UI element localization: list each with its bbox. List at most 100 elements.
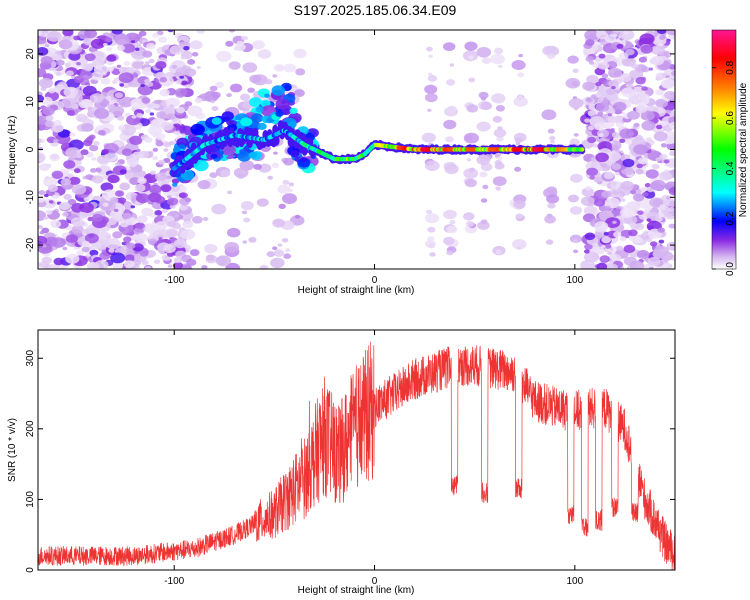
noise-blob (596, 262, 608, 269)
noise-blob (249, 74, 262, 84)
noise-blob (427, 75, 438, 82)
noise-blob (428, 54, 433, 58)
noise-blob (585, 186, 592, 191)
noise-blob (586, 74, 599, 84)
ridge-blob (289, 107, 298, 114)
noise-blob (102, 202, 109, 207)
noise-blob (211, 106, 219, 111)
noise-blob (655, 157, 662, 162)
noise-blob (146, 42, 156, 50)
noise-blob (670, 70, 675, 77)
noise-blob (65, 253, 80, 264)
noise-blob (160, 184, 172, 193)
noise-blob (153, 259, 161, 265)
noise-blob (119, 83, 124, 87)
noise-blob (573, 107, 579, 111)
noise-blob (209, 85, 218, 92)
noise-blob (284, 248, 291, 253)
noise-blob (152, 32, 160, 38)
noise-blob (174, 214, 179, 218)
noise-blob (68, 52, 81, 61)
noise-blob (252, 40, 265, 50)
noise-blob (197, 180, 211, 190)
noise-blob (655, 89, 664, 96)
noise-blob (93, 141, 100, 146)
noise-blob (143, 173, 158, 184)
noise-blob (567, 55, 579, 64)
colorbar-tick-label: 0.4 (725, 161, 736, 175)
noise-blob (122, 212, 132, 220)
noise-blob (84, 30, 98, 39)
spectrogram-ridge-layer (169, 82, 586, 187)
noise-blob (119, 182, 131, 191)
noise-blob (272, 74, 278, 78)
noise-blob (228, 61, 241, 70)
noise-blob (45, 120, 55, 128)
noise-blob (91, 157, 97, 161)
noise-blob (267, 175, 274, 180)
noise-blob (655, 72, 666, 80)
noise-blob (593, 176, 603, 183)
ridge-blob (172, 182, 178, 187)
noise-blob (651, 163, 660, 170)
figure-title: S197.2025.185.06.34.E09 (294, 2, 457, 18)
noise-blob (611, 144, 620, 151)
noise-blob (65, 70, 74, 76)
noise-blob (427, 243, 436, 249)
noise-blob (492, 116, 503, 123)
noise-blob (424, 84, 438, 95)
noise-blob (666, 136, 675, 144)
noise-blob (96, 231, 112, 243)
noise-blob (79, 202, 94, 213)
noise-blob (127, 157, 139, 167)
noise-blob (601, 236, 612, 244)
noise-blob (613, 231, 622, 238)
noise-blob (620, 180, 634, 191)
noise-blob (644, 205, 653, 212)
noise-blob (619, 30, 635, 41)
noise-blob (155, 61, 167, 70)
noise-blob (145, 108, 152, 114)
noise-blob (89, 93, 104, 104)
noise-blob (110, 197, 119, 203)
ridge-blob (300, 157, 307, 163)
noise-blob (611, 132, 620, 138)
noise-blob (130, 98, 145, 109)
ridge-blob (257, 122, 267, 130)
ridge-blob (210, 153, 218, 159)
noise-blob (601, 99, 611, 107)
noise-blob (155, 100, 161, 104)
noise-blob (76, 250, 84, 256)
noise-blob (606, 88, 616, 95)
noise-blob (43, 176, 58, 188)
noise-blob (171, 64, 178, 69)
spectrogram-y-label: Frequency (Hz) (7, 116, 18, 185)
noise-blob (45, 209, 53, 215)
noise-blob (38, 142, 41, 147)
noise-blob (266, 251, 275, 258)
noise-blob (464, 178, 477, 188)
noise-blob (159, 76, 168, 83)
noise-blob (655, 98, 668, 108)
noise-blob (605, 205, 611, 210)
noise-blob (100, 198, 106, 203)
noise-blob (240, 201, 254, 211)
noise-blob (633, 236, 643, 244)
noise-blob (38, 147, 44, 151)
noise-blob (53, 138, 59, 143)
ridge-blob (178, 144, 185, 150)
colorbar-tick-label: 0.0 (725, 262, 736, 276)
noise-blob (169, 45, 183, 55)
noise-blob (38, 106, 41, 111)
noise-blob (513, 199, 526, 209)
ridge-blob (275, 98, 290, 110)
y-tick-label: -20 (25, 237, 36, 252)
noise-blob (572, 68, 579, 74)
x-tick-label: 100 (566, 275, 583, 286)
noise-blob (622, 158, 635, 168)
colorbar-label: Normalized spectral amplitude (738, 82, 749, 217)
noise-blob (96, 155, 110, 164)
noise-blob (511, 60, 526, 70)
noise-blob (179, 125, 193, 136)
